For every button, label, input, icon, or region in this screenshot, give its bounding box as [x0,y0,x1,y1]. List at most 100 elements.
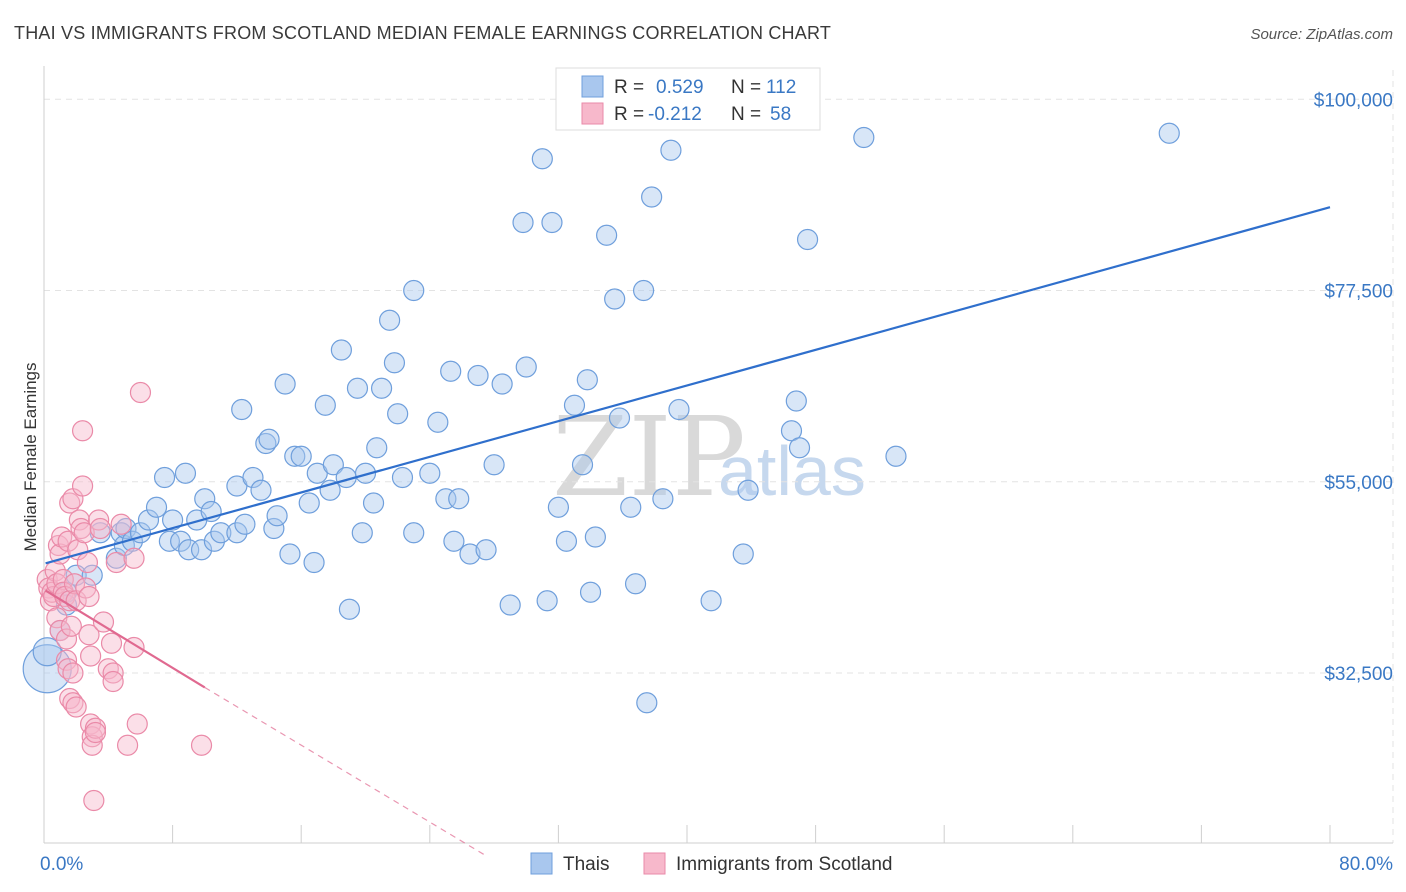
thais-point-20 [174,462,197,484]
thais-point-92 [632,279,655,302]
scatter-points [22,122,1180,812]
thais-point-79 [541,211,563,234]
thais-point-33 [250,479,272,501]
thais-point-48 [330,339,352,361]
thais-point-51 [346,377,369,399]
thais-point-56 [370,377,393,399]
thais-point-64 [427,411,449,433]
stats-n-value-scotland: 58 [770,104,791,125]
thais-point-24 [194,488,216,510]
chart-title: THAI VS IMMIGRANTS FROM SCOTLAND MEDIAN … [14,23,831,43]
y-tick-label-0: $32,500 [1324,664,1393,685]
scotland-point-33 [71,475,94,497]
thais-point-32 [242,466,264,489]
scotland-point-60 [190,734,213,756]
thais-point-67 [443,530,465,552]
thais-point-40 [284,445,306,467]
thais-point-76 [515,356,537,378]
thais-point-42 [298,492,320,514]
scotland-point-11 [51,526,73,548]
series-legend: Thais Immigrants from Scotland [530,852,892,875]
thais-point-77 [531,148,553,170]
stats-n-value-thais: 112 [766,77,796,98]
thais-point-37 [266,505,288,527]
thais-point-88 [604,288,626,310]
thais-point-101 [780,420,803,442]
thais-point-52 [351,522,373,544]
thais-point-80 [547,496,570,518]
thais-point-69 [459,543,481,565]
thais-point-18 [162,509,184,531]
thais-point-104 [796,228,819,251]
thais-point-57 [379,309,401,331]
thais-point-16 [153,466,176,489]
scotland-point-38 [78,624,100,646]
thais-point-71 [475,539,497,561]
trend-lines [45,206,1331,857]
scotland-point-52 [102,670,124,693]
thais-point-30 [231,398,253,421]
thais-point-53 [354,462,377,484]
scotland-point-48 [92,611,115,633]
thais-point-95 [652,488,674,510]
y-tick-label-1: $55,000 [1324,473,1393,494]
stats-r-value-scotland: -0.212 [648,104,702,125]
thais-point-96 [660,139,682,161]
scotland-point-54 [110,513,132,535]
scotland-point-35 [75,577,97,599]
thais-point-72 [483,454,505,476]
stats-n-label-scotland: N = [731,104,761,125]
x-tick-label-max: 80.0% [1339,854,1393,875]
scotland-point-57 [123,547,145,569]
thais-point-19 [170,530,192,552]
thais-point-74 [499,594,521,616]
stats-swatch-scotland [581,102,604,125]
stats-swatch-thais [581,75,604,98]
scotland-point-37 [78,585,100,608]
scotland-trend-extension [204,686,487,857]
thais-point-94 [641,186,663,208]
thais-point-81 [555,530,578,552]
thais-point-98 [700,590,722,612]
thais-point-58 [383,352,406,374]
thais-point-100 [737,479,759,501]
thais-point-60 [391,466,414,489]
scotland-point-51 [102,662,124,684]
scotland-point-22 [60,615,82,637]
scotland-point-12 [52,568,74,591]
scotland-point-10 [49,619,71,642]
scotland-point-59 [129,381,152,404]
thais-point-63 [419,462,441,484]
thais-trend-line [45,206,1331,565]
scotland-point-53 [105,551,127,574]
thais-point-35 [258,428,280,450]
thais-point-36 [263,517,285,540]
scotland-point-27 [65,696,87,718]
thais-point-47 [322,454,344,476]
thais-point-27 [210,522,232,544]
legend-swatch-thais [530,852,553,875]
thais-point-84 [576,369,598,391]
y-axis-label: Median Female Earnings [21,363,40,552]
thais-point-39 [279,543,301,565]
y-tick-label-2: $77,500 [1324,282,1393,303]
thais-point-102 [785,390,807,412]
thais-point-50 [338,598,361,620]
scotland-point-34 [73,522,95,544]
thais-point-17 [158,530,180,552]
thais-point-21 [178,539,200,561]
scotland-point-46 [88,509,110,531]
y-tick-label-3: $100,000 [1314,90,1393,111]
thais-point-62 [403,279,425,302]
thais-point-45 [314,394,336,416]
thais-point-89 [608,407,631,429]
thais-point-82 [563,394,586,416]
thais-point-73 [491,373,513,395]
thais-point-86 [584,526,606,548]
thais-point-93 [636,692,658,714]
scotland-point-39 [80,645,102,667]
thais-point-99 [732,543,754,565]
legend-swatch-scotland [643,852,666,875]
legend-label-scotland: Immigrants from Scotland [676,854,892,875]
thais-point-55 [366,437,388,459]
